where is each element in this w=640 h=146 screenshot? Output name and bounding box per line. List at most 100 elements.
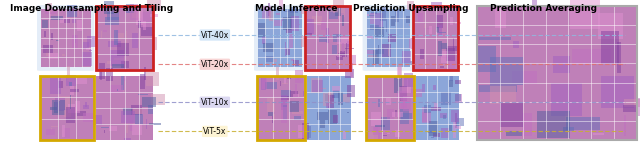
Bar xyxy=(441,51,447,63)
Bar xyxy=(400,109,409,124)
Bar xyxy=(291,59,294,61)
Bar xyxy=(572,49,611,64)
Bar xyxy=(370,13,375,24)
Bar xyxy=(490,57,524,85)
Bar xyxy=(125,4,134,13)
Bar xyxy=(67,66,70,81)
Bar xyxy=(326,94,333,101)
Bar xyxy=(436,27,440,32)
Bar xyxy=(623,105,636,112)
Bar xyxy=(257,76,305,140)
Bar xyxy=(387,98,391,105)
Bar xyxy=(566,117,600,130)
Bar xyxy=(104,130,105,133)
Text: ViT-20x: ViT-20x xyxy=(201,60,229,69)
Bar xyxy=(428,28,431,29)
Bar xyxy=(319,37,326,42)
Bar xyxy=(506,131,522,136)
Bar xyxy=(321,110,323,126)
Bar xyxy=(63,125,65,137)
Bar xyxy=(369,15,375,16)
Bar xyxy=(269,11,273,21)
Bar xyxy=(301,6,304,14)
Bar xyxy=(602,31,620,64)
Bar xyxy=(450,17,452,26)
Bar xyxy=(40,76,94,140)
FancyBboxPatch shape xyxy=(37,5,94,71)
Bar xyxy=(407,1,414,10)
Bar xyxy=(342,15,344,26)
Bar xyxy=(259,9,301,67)
Bar xyxy=(132,124,142,135)
Bar xyxy=(563,127,574,131)
Bar xyxy=(495,7,506,28)
Bar xyxy=(456,80,461,84)
Bar xyxy=(289,101,299,112)
Bar xyxy=(283,16,292,30)
Bar xyxy=(144,22,149,23)
Bar xyxy=(340,51,346,57)
Bar xyxy=(51,16,63,20)
Bar xyxy=(263,43,273,53)
Bar xyxy=(138,21,141,28)
Bar xyxy=(138,94,148,95)
Bar xyxy=(117,89,118,91)
Bar xyxy=(636,98,640,116)
Bar xyxy=(455,22,461,24)
Bar xyxy=(424,24,426,28)
Bar xyxy=(342,43,344,52)
Bar xyxy=(298,125,305,138)
Bar xyxy=(333,90,339,98)
Bar xyxy=(47,3,52,12)
Bar xyxy=(274,20,282,26)
Bar xyxy=(394,130,400,137)
Bar xyxy=(317,24,321,25)
Bar xyxy=(96,6,154,70)
Bar xyxy=(449,125,452,131)
Bar xyxy=(438,25,442,36)
Bar xyxy=(296,84,297,94)
Bar xyxy=(450,76,453,81)
Bar xyxy=(347,85,355,97)
Bar xyxy=(116,30,119,40)
Bar xyxy=(148,105,152,114)
Bar xyxy=(72,35,78,48)
Bar xyxy=(65,19,70,22)
Bar xyxy=(51,126,58,127)
Bar xyxy=(367,14,369,16)
Bar xyxy=(124,138,131,140)
Bar xyxy=(143,97,156,107)
Bar xyxy=(293,60,300,66)
Bar xyxy=(121,61,129,68)
Bar xyxy=(456,118,464,126)
Bar xyxy=(89,50,92,51)
Bar xyxy=(280,107,287,123)
Bar xyxy=(51,33,54,40)
Bar xyxy=(307,76,351,140)
Bar xyxy=(66,107,75,122)
Bar xyxy=(383,134,387,136)
Bar xyxy=(76,101,80,104)
Bar xyxy=(59,96,72,108)
Bar xyxy=(268,3,270,16)
Bar xyxy=(60,18,70,23)
Bar xyxy=(380,7,386,21)
Bar xyxy=(301,36,307,47)
Bar xyxy=(429,26,433,34)
Bar xyxy=(153,37,157,50)
Bar xyxy=(64,110,71,117)
Bar xyxy=(442,92,451,105)
FancyBboxPatch shape xyxy=(363,5,414,71)
Bar xyxy=(87,36,96,47)
Bar xyxy=(440,57,449,58)
Bar xyxy=(276,67,278,80)
Bar xyxy=(440,113,447,118)
Bar xyxy=(379,133,390,134)
Bar xyxy=(45,9,56,14)
Bar xyxy=(427,131,436,133)
Bar xyxy=(392,112,403,117)
Bar xyxy=(262,6,271,19)
Bar xyxy=(330,8,338,19)
Bar xyxy=(477,6,637,140)
Bar xyxy=(152,94,165,105)
